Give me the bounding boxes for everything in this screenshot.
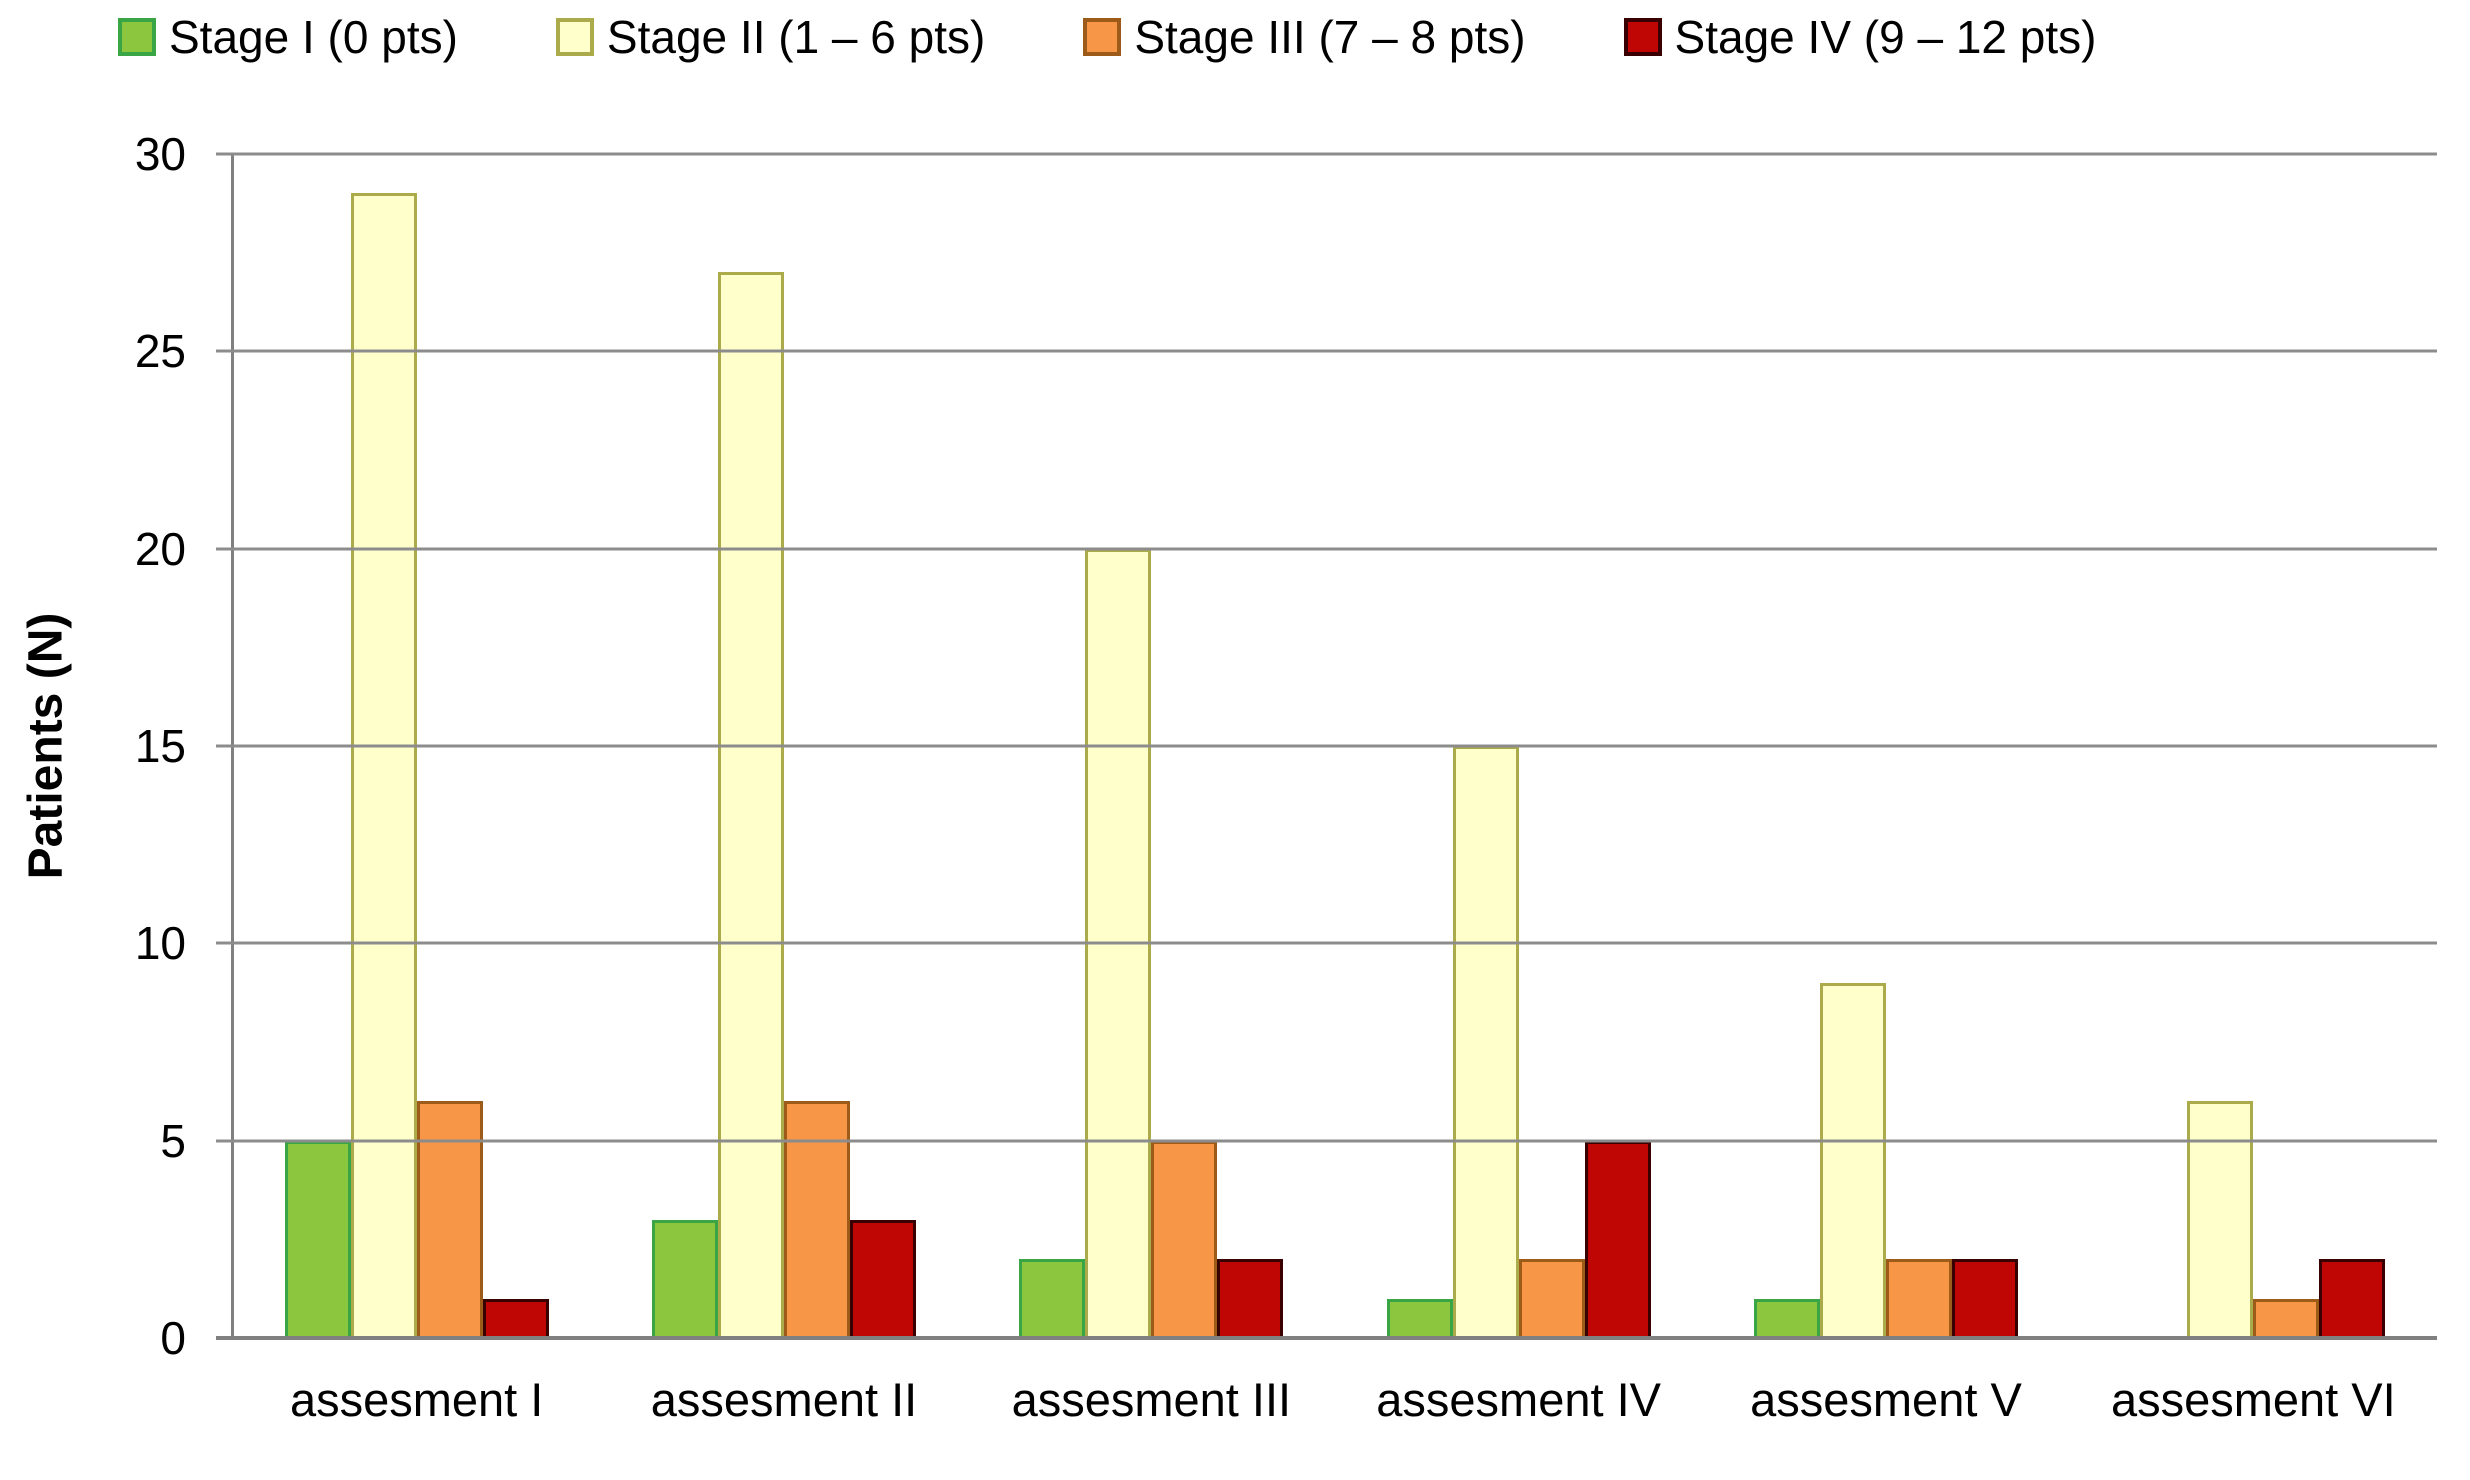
bar: [482, 1298, 549, 1338]
bar: [717, 272, 784, 1338]
bar: [1217, 1259, 1284, 1338]
legend-item: Stage II (1 – 6 pts): [555, 11, 986, 63]
y-tick-label: 0: [160, 1312, 186, 1364]
gridline: [216, 349, 2437, 353]
bar: [284, 1140, 351, 1338]
x-tick-label: assesment I: [289, 1373, 544, 1426]
bar: [1753, 1298, 1820, 1338]
legend-item: Stage III (7 – 8 pts): [1083, 11, 1526, 63]
legend-swatch-icon: [118, 18, 156, 56]
bar-group: [233, 154, 600, 1338]
y-tick-label: 10: [134, 917, 186, 970]
gridline: [216, 744, 2437, 748]
x-axis-line: [216, 1336, 2437, 1340]
bar: [2319, 1259, 2386, 1338]
gridline: [216, 941, 2437, 945]
bar: [416, 1101, 483, 1338]
bar: [849, 1219, 916, 1338]
x-tick-label: assesment V: [1750, 1373, 2022, 1426]
x-tick-label: assesment IV: [1376, 1373, 1662, 1426]
y-tick-label: 30: [134, 128, 186, 180]
legend: Stage I (0 pts) Stage II (1 – 6 pts) Stage…: [118, 8, 2096, 66]
bar-group: [1702, 154, 2069, 1338]
legend-item: Stage I (0 pts): [118, 14, 458, 60]
gridline: [216, 547, 2437, 551]
legend-swatch-icon: [1083, 18, 1122, 56]
bar: [1019, 1259, 1086, 1338]
y-tick-label: 15: [134, 720, 186, 772]
bar: [1518, 1259, 1585, 1338]
bar-group: [1335, 154, 1702, 1338]
legend-label: Stage II (1 – 6 pts): [606, 11, 986, 63]
legend-label: Stage IV (9 – 12 pts): [1674, 11, 2097, 63]
bar: [1584, 1140, 1651, 1338]
legend-item: Stage IV (9 – 12 pts): [1623, 11, 2097, 63]
bar: [1885, 1259, 1952, 1338]
gridline: [216, 152, 2437, 156]
legend-label: Stage III (7 – 8 pts): [1134, 11, 1526, 63]
bar: [1386, 1298, 1453, 1338]
plot-area: [216, 152, 2437, 1340]
y-tick-label: 5: [160, 1114, 186, 1167]
x-axis-ticks: assesment I assesment II assesment III asse…: [233, 1372, 2437, 1428]
bar: [1819, 982, 1886, 1338]
legend-label: Stage I (0 pts): [169, 11, 458, 63]
bar: [350, 193, 417, 1338]
legend-swatch-icon: [1623, 18, 1662, 56]
y-tick-label: 25: [134, 325, 186, 378]
x-tick-label: assesment VI: [2110, 1373, 2396, 1426]
bar: [1151, 1140, 1218, 1338]
legend-swatch-icon: [555, 18, 594, 56]
y-axis-ticks: 0 5 10 15 20 25 30: [0, 131, 186, 1361]
x-tick-label: assesment II: [650, 1373, 918, 1426]
bar: [2253, 1298, 2320, 1338]
x-tick-label: assesment III: [1011, 1373, 1292, 1426]
bar: [651, 1219, 718, 1338]
bar: [1452, 746, 1519, 1338]
bar: [1951, 1259, 2018, 1338]
bar: [783, 1101, 850, 1338]
gridline: [216, 1139, 2437, 1143]
bar: [2187, 1101, 2254, 1338]
y-tick-label: 20: [134, 522, 186, 575]
